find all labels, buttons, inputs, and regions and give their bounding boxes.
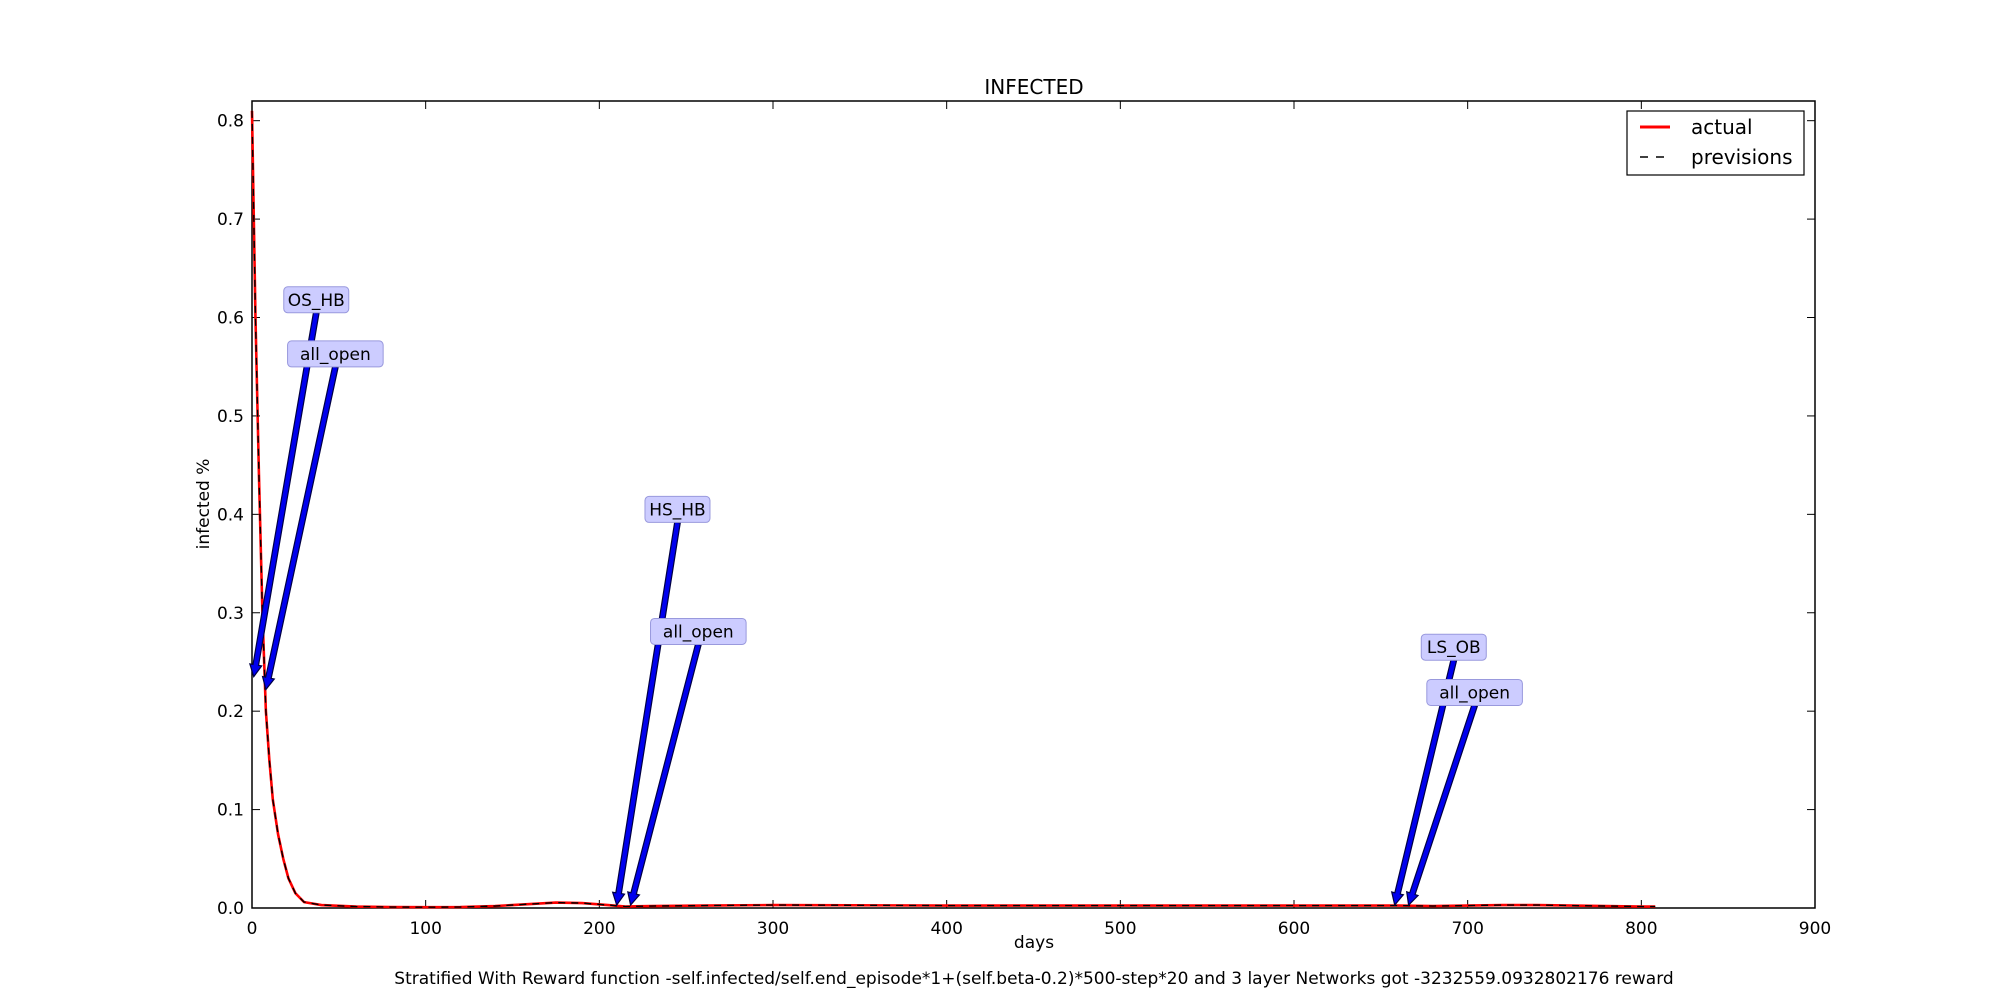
legend-label-actual: actual: [1691, 115, 1753, 139]
annotation-box: [283, 286, 350, 314]
x-tick-label: 200: [583, 919, 615, 939]
x-tick-label: 400: [930, 919, 962, 939]
annotation-arrow: [627, 643, 702, 907]
y-tick-label: 0.0: [217, 899, 244, 919]
chart-caption: Stratified With Reward function -self.in…: [394, 969, 1673, 989]
annotation: all_open: [627, 617, 747, 907]
annotation-label: all_open: [300, 345, 371, 365]
annotation-box: [1426, 678, 1523, 706]
annotation-label: all_open: [663, 622, 734, 642]
annotation: all_open: [261, 340, 384, 691]
x-axis-label: days: [1014, 933, 1054, 953]
annotation-label: LS_OB: [1427, 638, 1481, 658]
series-line-previsions: [251, 110, 1656, 908]
annotation-box: [287, 340, 384, 368]
x-tick-label: 900: [1799, 919, 1831, 939]
annotation: OS_HB: [249, 286, 350, 679]
annotation: all_open: [1405, 678, 1523, 907]
legend-label-previsions: previsions: [1691, 145, 1792, 169]
y-tick-label: 0.6: [217, 309, 244, 329]
y-tick-label: 0.4: [217, 505, 244, 525]
y-axis: 0.0 0.1 0.2 0.3 0.4 0.5 0.6 0.7 0.8: [217, 112, 1815, 919]
y-tick-label: 0.5: [217, 407, 244, 427]
series-layer: [250, 110, 1656, 909]
y-tick-label: 0.1: [217, 801, 244, 821]
y-tick-label: 0.3: [217, 604, 244, 624]
annotation-layer: OS_HB all_open HS_HB all_open LS_OB all_open: [249, 286, 1523, 907]
annotation-box: [650, 617, 747, 645]
x-tick-label: 600: [1278, 919, 1310, 939]
annotation-label: all_open: [1439, 683, 1510, 703]
x-tick-label: 500: [1104, 919, 1136, 939]
annotation-arrow: [611, 521, 681, 907]
y-tick-label: 0.8: [217, 112, 244, 132]
chart-title: INFECTED: [984, 75, 1083, 99]
x-axis: 0 100 200 300 400 500 600 700 800 900: [247, 101, 1831, 939]
x-tick-label: 0: [247, 919, 258, 939]
annotation-box: [644, 495, 711, 523]
y-tick-label: 0.2: [217, 702, 244, 722]
x-tick-label: 300: [757, 919, 789, 939]
annotation-arrow: [261, 365, 339, 691]
plot-area: [251, 100, 1816, 909]
x-tick-label: 100: [409, 919, 441, 939]
annotation: HS_HB: [611, 495, 711, 907]
x-tick-label: 800: [1625, 919, 1657, 939]
legend: actual previsions: [1626, 110, 1805, 176]
annotation-arrow: [1405, 703, 1479, 907]
annotation-label: OS_HB: [288, 291, 345, 311]
annotation-arrow: [249, 311, 320, 679]
annotation-label: HS_HB: [649, 500, 706, 520]
annotation-box: [1420, 633, 1487, 661]
legend-box: [1626, 110, 1805, 176]
y-axis-label: infected %: [194, 459, 214, 550]
y-tick-label: 0.7: [217, 210, 244, 230]
x-tick-label: 700: [1451, 919, 1483, 939]
annotation: LS_OB: [1390, 633, 1487, 907]
